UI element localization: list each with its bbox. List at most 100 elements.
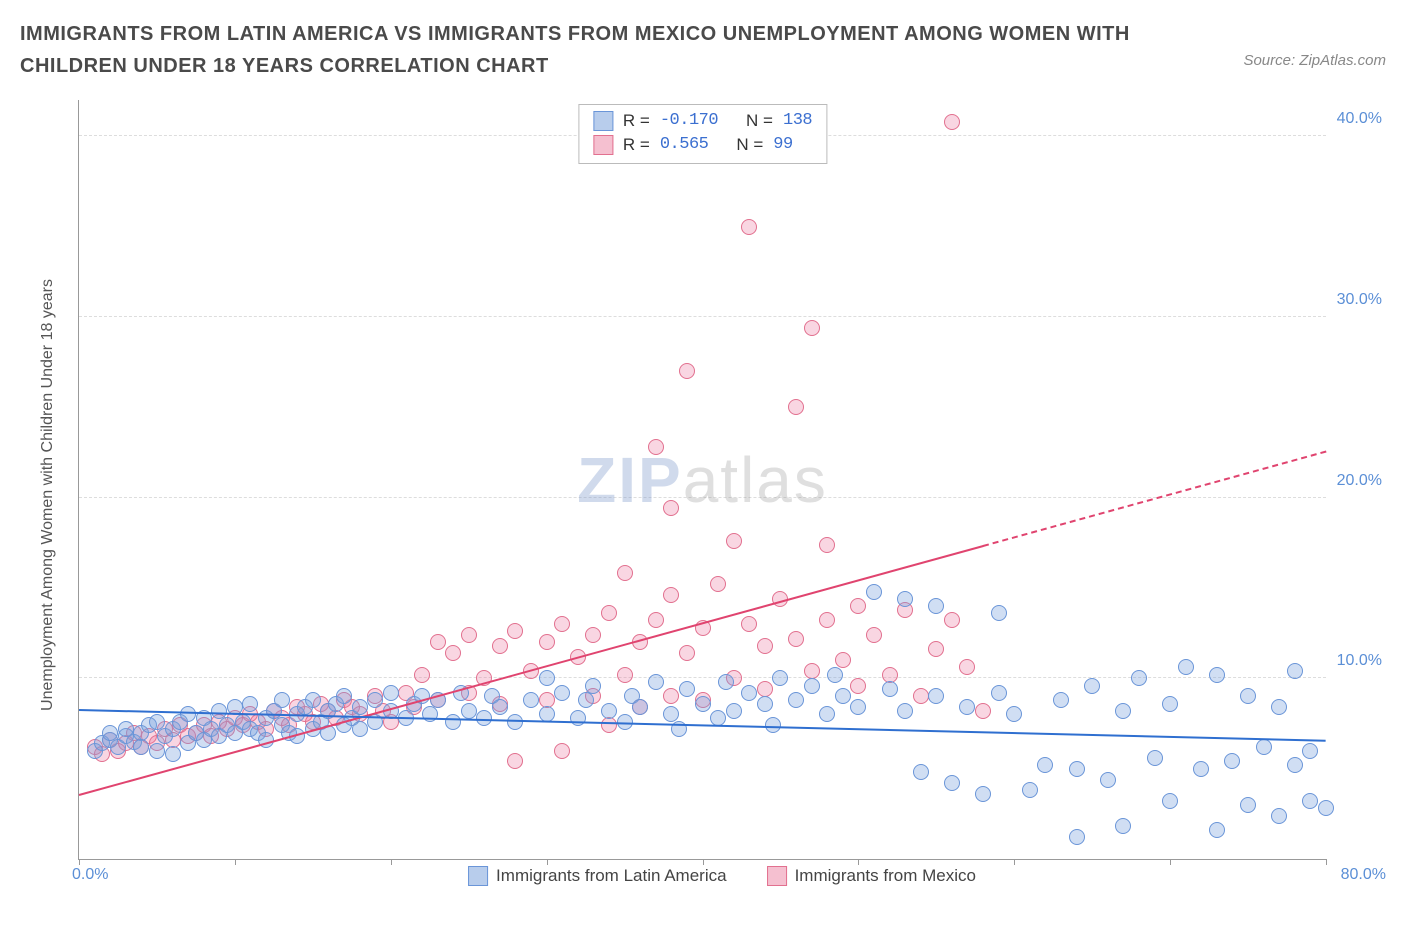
scatter-point-series1: [165, 746, 181, 762]
scatter-point-series2: [601, 605, 617, 621]
stat-n-value: 99: [773, 133, 792, 157]
scatter-point-series1: [827, 667, 843, 683]
scatter-point-series1: [1147, 750, 1163, 766]
scatter-point-series1: [523, 692, 539, 708]
scatter-point-series1: [959, 699, 975, 715]
scatter-point-series1: [897, 591, 913, 607]
stat-r-label: R =: [623, 133, 650, 157]
scatter-point-series1: [1256, 739, 1272, 755]
scatter-point-series1: [897, 703, 913, 719]
stat-r-value: 0.565: [660, 133, 709, 157]
scatter-point-series2: [617, 667, 633, 683]
scatter-point-series2: [944, 612, 960, 628]
scatter-point-series2: [975, 703, 991, 719]
scatter-point-series2: [663, 688, 679, 704]
scatter-point-series2: [726, 533, 742, 549]
stat-n-label: N =: [746, 109, 773, 133]
y-axis-label: Unemployment Among Women with Children U…: [39, 279, 57, 711]
scatter-point-series1: [975, 786, 991, 802]
scatter-point-series2: [944, 114, 960, 130]
scatter-point-series1: [570, 710, 586, 726]
scatter-point-series2: [648, 439, 664, 455]
scatter-point-series2: [850, 678, 866, 694]
scatter-point-series1: [695, 696, 711, 712]
y-tick-label: 10.0%: [1337, 652, 1382, 670]
y-tick-label: 40.0%: [1337, 110, 1382, 128]
x-tick-mark: [1170, 859, 1171, 865]
scatter-point-series2: [461, 627, 477, 643]
scatter-point-series2: [507, 753, 523, 769]
scatter-point-series1: [944, 775, 960, 791]
chart-area: Unemployment Among Women with Children U…: [58, 100, 1386, 890]
scatter-point-series2: [959, 659, 975, 675]
scatter-point-series1: [741, 685, 757, 701]
scatter-point-series1: [1053, 692, 1069, 708]
scatter-point-series1: [242, 696, 258, 712]
stat-n-label: N =: [736, 133, 763, 157]
scatter-point-series1: [1302, 743, 1318, 759]
scatter-point-series1: [1069, 761, 1085, 777]
scatter-point-series2: [835, 652, 851, 668]
legend-stats-row: R = 0.565 N = 99: [593, 133, 812, 157]
scatter-point-series1: [991, 605, 1007, 621]
trendline-series2: [983, 450, 1326, 546]
scatter-point-series2: [445, 645, 461, 661]
scatter-point-series1: [928, 598, 944, 614]
scatter-point-series2: [788, 399, 804, 415]
scatter-point-series1: [461, 703, 477, 719]
scatter-point-series1: [1240, 797, 1256, 813]
scatter-point-series1: [835, 688, 851, 704]
scatter-point-series2: [928, 641, 944, 657]
scatter-point-series1: [445, 714, 461, 730]
scatter-point-series1: [1287, 757, 1303, 773]
scatter-point-series2: [663, 587, 679, 603]
scatter-point-series1: [274, 692, 290, 708]
scatter-point-series1: [913, 764, 929, 780]
scatter-point-series1: [648, 674, 664, 690]
scatter-point-series1: [819, 706, 835, 722]
scatter-point-series2: [430, 634, 446, 650]
scatter-point-series1: [149, 743, 165, 759]
gridline: [79, 316, 1326, 317]
scatter-point-series1: [1115, 703, 1131, 719]
scatter-point-series1: [554, 685, 570, 701]
scatter-point-series2: [554, 616, 570, 632]
scatter-point-series1: [352, 721, 368, 737]
legend-swatch-series2: [767, 866, 787, 886]
x-tick-mark: [547, 859, 548, 865]
stat-r-label: R =: [623, 109, 650, 133]
x-tick-mark: [79, 859, 80, 865]
scatter-point-series1: [1209, 822, 1225, 838]
legend-swatch-series1: [593, 111, 613, 131]
scatter-point-series2: [741, 219, 757, 235]
scatter-point-series2: [617, 565, 633, 581]
scatter-point-series2: [679, 363, 695, 379]
scatter-point-series1: [772, 670, 788, 686]
scatter-point-series2: [913, 688, 929, 704]
scatter-point-series1: [1302, 793, 1318, 809]
scatter-point-series1: [133, 739, 149, 755]
scatter-point-series1: [1209, 667, 1225, 683]
scatter-point-series1: [1069, 829, 1085, 845]
scatter-point-series1: [578, 692, 594, 708]
scatter-point-series1: [336, 688, 352, 704]
scatter-point-series1: [367, 692, 383, 708]
scatter-point-series1: [1162, 793, 1178, 809]
scatter-point-series1: [632, 699, 648, 715]
scatter-point-series1: [1162, 696, 1178, 712]
scatter-point-series2: [601, 717, 617, 733]
scatter-point-series1: [726, 703, 742, 719]
scatter-point-series1: [492, 699, 508, 715]
scatter-point-series2: [648, 612, 664, 628]
scatter-point-series1: [804, 678, 820, 694]
x-axis-min-label: 0.0%: [72, 866, 108, 884]
x-tick-mark: [858, 859, 859, 865]
scatter-point-series1: [422, 706, 438, 722]
scatter-point-series1: [679, 681, 695, 697]
legend-label: Immigrants from Mexico: [795, 866, 976, 886]
scatter-point-series2: [414, 667, 430, 683]
scatter-point-series1: [1318, 800, 1334, 816]
scatter-point-series1: [1271, 699, 1287, 715]
scatter-point-series1: [1006, 706, 1022, 722]
scatter-point-series1: [1131, 670, 1147, 686]
